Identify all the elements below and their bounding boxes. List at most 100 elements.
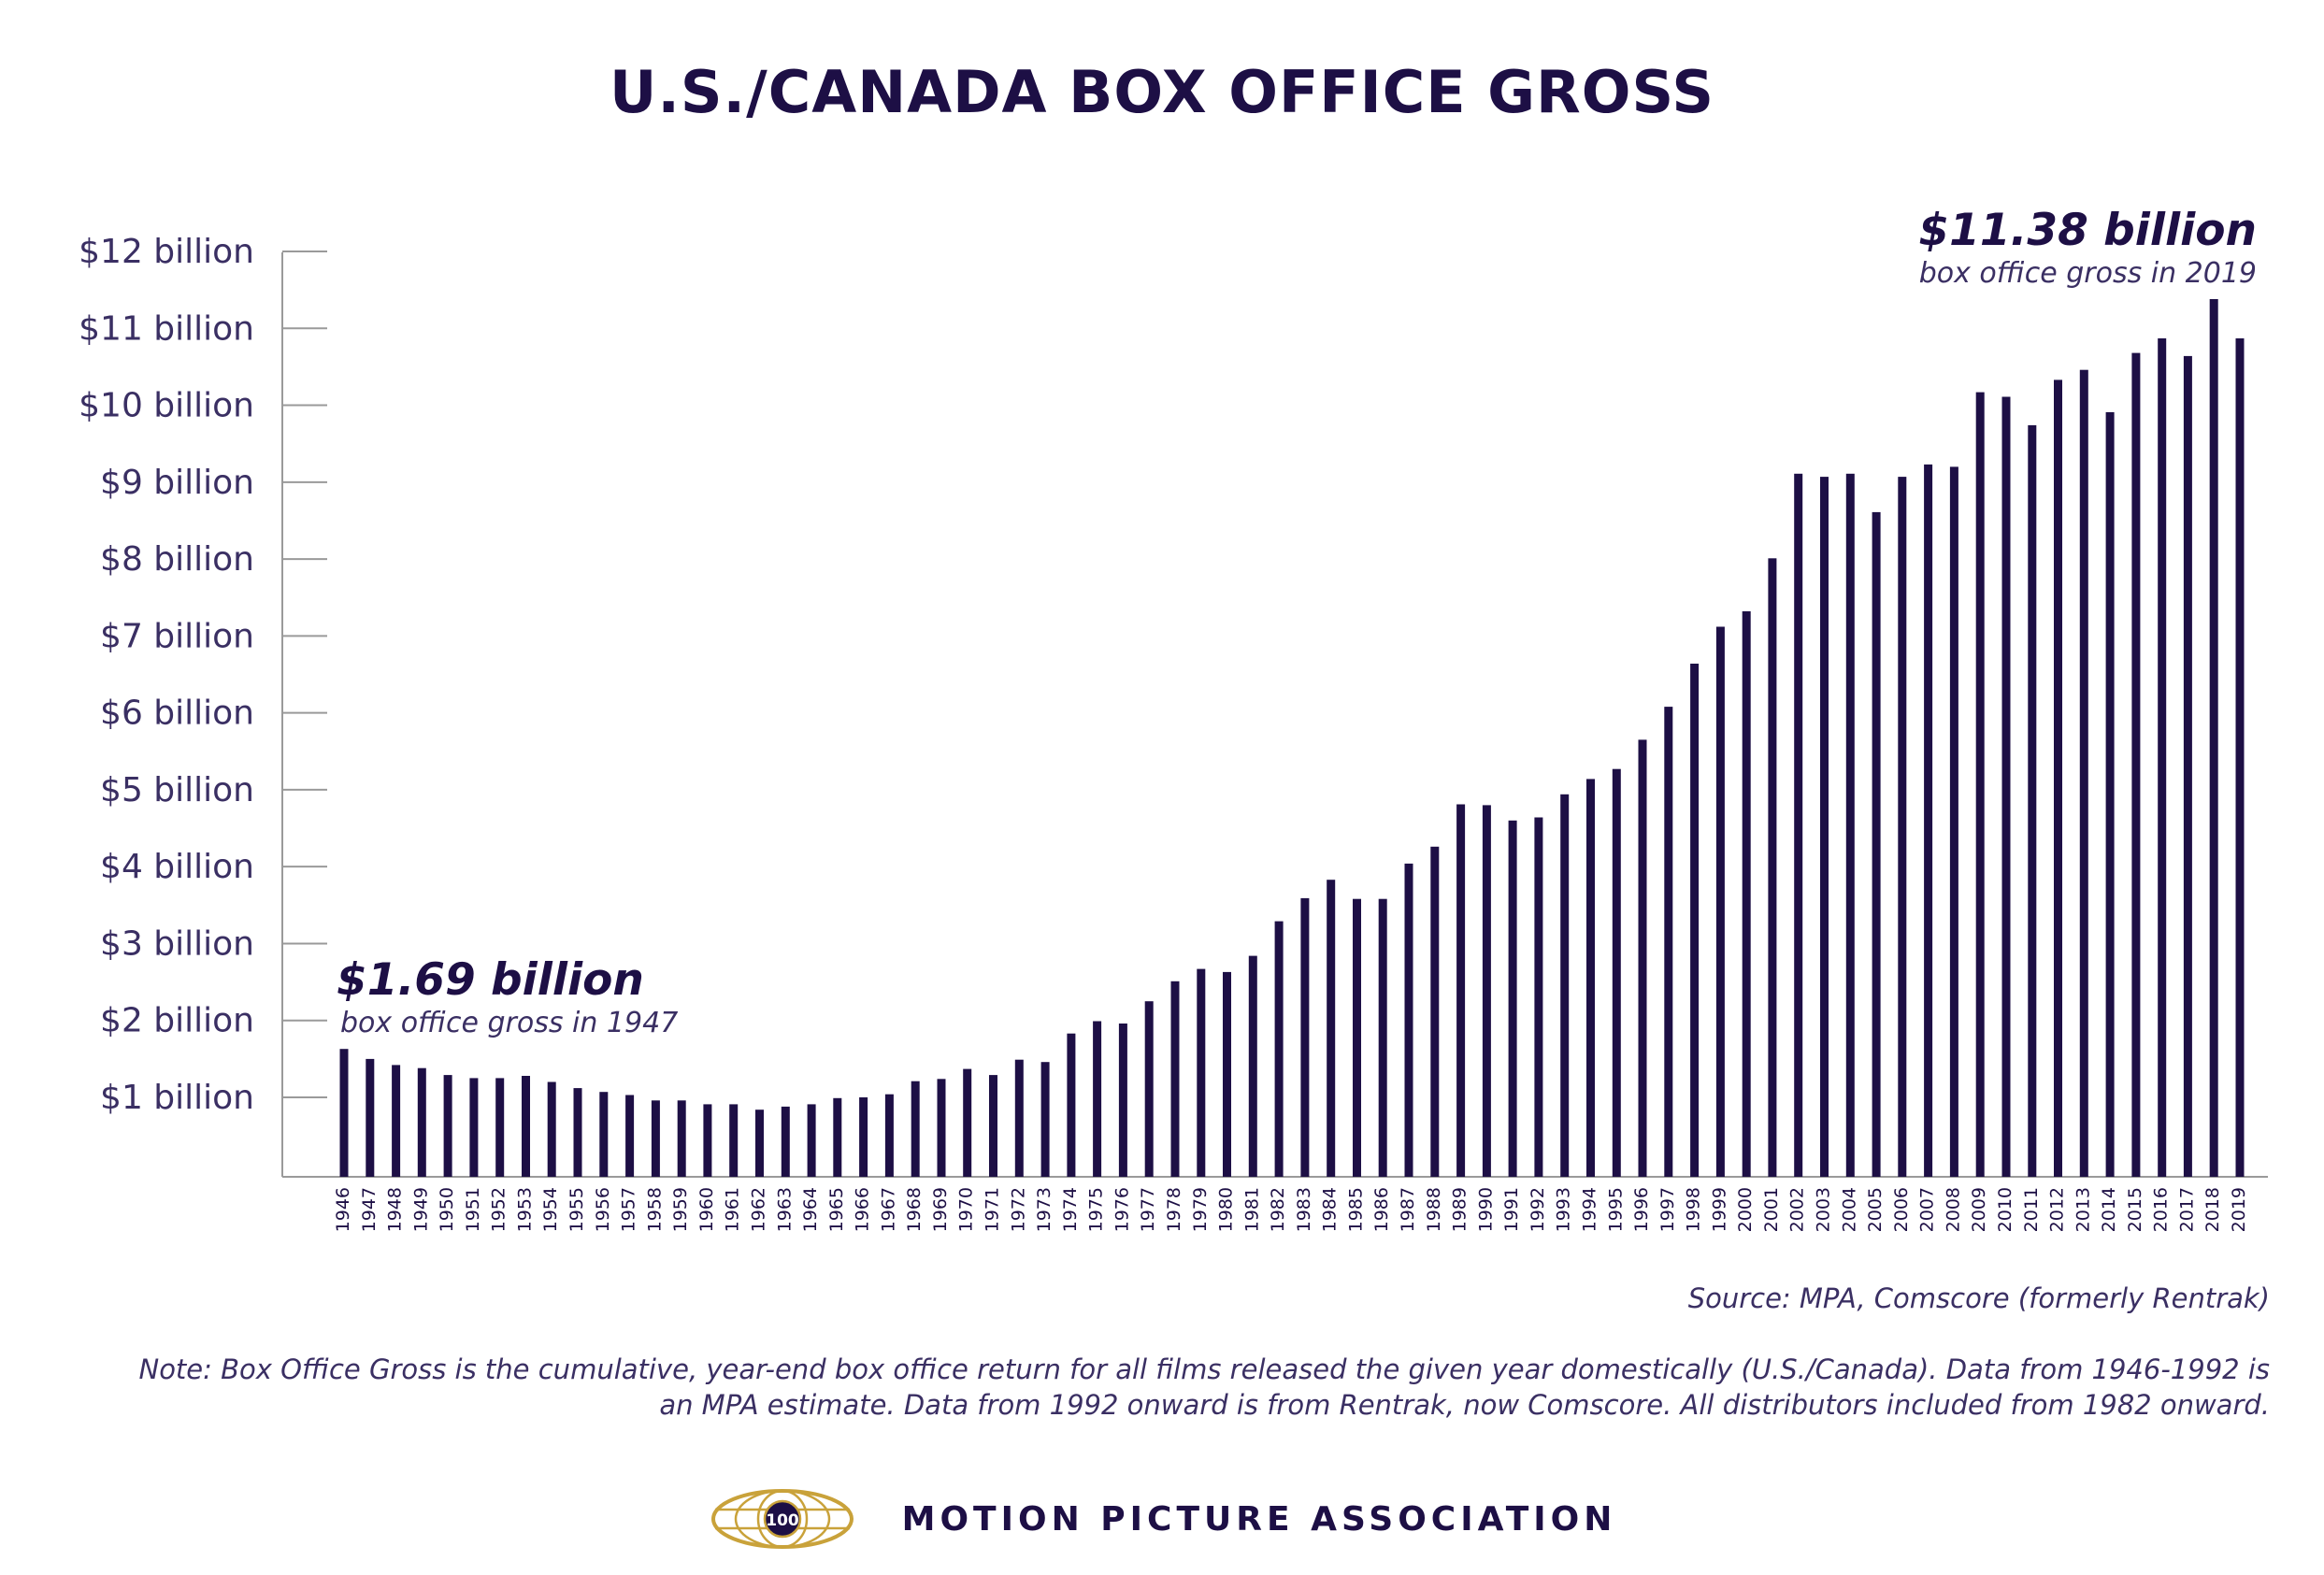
x-tick-label: 1961 <box>723 1187 743 1232</box>
bar-1999 <box>1715 626 1725 1177</box>
x-tick-label: 2008 <box>1943 1187 1963 1232</box>
x-tick-label: 1966 <box>853 1187 873 1232</box>
logo-text: 100 <box>766 1511 799 1530</box>
x-tick-label: 1995 <box>1605 1187 1626 1232</box>
y-tick-label: $11 billion <box>79 309 254 348</box>
bar-1954 <box>547 1081 556 1177</box>
bar-1972 <box>1014 1059 1024 1177</box>
x-tick-label: 1973 <box>1034 1187 1054 1232</box>
x-tick-label: 2018 <box>2202 1187 2223 1232</box>
bar-1978 <box>1170 981 1180 1177</box>
x-tick-label: 1998 <box>1684 1187 1704 1232</box>
bar-1991 <box>1508 820 1517 1177</box>
x-tick-label: 1963 <box>774 1187 795 1232</box>
x-tick-label: 1975 <box>1086 1187 1107 1232</box>
annotation-1947-value: $1.69 billion <box>337 954 644 1006</box>
annotation-1947-caption: box office gross in 1947 <box>340 1007 678 1039</box>
bar-1977 <box>1144 1001 1154 1177</box>
x-tick-label: 1955 <box>567 1187 587 1232</box>
annotation-2019-caption: box office gross in 2019 <box>1919 257 2257 290</box>
x-tick-label: 1980 <box>1216 1187 1237 1232</box>
bar-1955 <box>573 1088 582 1177</box>
x-tick-label: 2005 <box>1865 1187 1886 1232</box>
y-tick-label: $8 billion <box>100 540 254 579</box>
footnote: Note: Box Office Gross is the cumulative… <box>138 1353 2271 1421</box>
bar-2005 <box>1872 511 1881 1177</box>
bar-2011 <box>2028 424 2037 1177</box>
y-tick-label: $3 billion <box>100 924 254 963</box>
footer: 100 MOTION PICTURE ASSOCIATION <box>0 1486 2324 1552</box>
x-tick-label: 1972 <box>1008 1187 1028 1232</box>
bar-1989 <box>1456 804 1466 1177</box>
bar-2013 <box>2079 369 2088 1177</box>
bar-2015 <box>2131 352 2141 1178</box>
y-tick-label: $2 billion <box>100 1002 254 1040</box>
x-tick-label: 1993 <box>1554 1187 1574 1232</box>
bar-1952 <box>495 1078 505 1177</box>
x-tick-label: 1960 <box>696 1187 717 1232</box>
bar-1950 <box>443 1075 452 1177</box>
bars-group <box>339 299 2245 1178</box>
x-tick-label: 1987 <box>1398 1187 1418 1232</box>
x-tick-label: 1994 <box>1580 1187 1600 1232</box>
bar-1988 <box>1430 846 1440 1177</box>
bar-2017 <box>2183 355 2192 1177</box>
bar-1997 <box>1664 707 1673 1177</box>
x-tick-label: 1979 <box>1190 1187 1211 1232</box>
bar-1947 <box>366 1058 375 1177</box>
bar-1992 <box>1534 817 1543 1177</box>
x-tick-label: 2016 <box>2151 1187 2172 1232</box>
x-tick-label: 1986 <box>1371 1187 1392 1232</box>
x-tick-label: 1999 <box>1709 1187 1729 1232</box>
x-tick-label: 1976 <box>1112 1187 1132 1232</box>
bar-1976 <box>1118 1024 1127 1177</box>
bar-1951 <box>469 1078 479 1177</box>
y-tick-label: $12 billion <box>79 233 254 271</box>
x-tick-label: 2017 <box>2176 1187 2197 1232</box>
bar-1975 <box>1093 1021 1102 1177</box>
org-name: MOTION PICTURE ASSOCIATION <box>901 1499 1617 1539</box>
x-tick-label: 1958 <box>644 1187 665 1232</box>
bar-1983 <box>1300 897 1310 1177</box>
x-tick-label: 1996 <box>1631 1187 1652 1232</box>
x-tick-label: 1952 <box>489 1187 509 1232</box>
y-tick-label: $9 billion <box>100 464 254 502</box>
x-tick-label: 1962 <box>749 1187 769 1232</box>
x-tick-label: 2001 <box>1761 1187 1782 1232</box>
bar-2003 <box>1820 477 1829 1178</box>
bar-1958 <box>651 1100 660 1177</box>
bar-1994 <box>1586 779 1595 1177</box>
bar-1946 <box>339 1049 349 1177</box>
bar-1969 <box>937 1079 946 1177</box>
x-tick-label: 1988 <box>1424 1187 1444 1232</box>
bar-1984 <box>1327 880 1336 1177</box>
x-tick-label: 2015 <box>2125 1187 2145 1232</box>
x-tick-label: 1978 <box>1164 1187 1184 1232</box>
bar-1948 <box>392 1065 401 1177</box>
x-tick-label: 2009 <box>1969 1187 1989 1232</box>
x-tick-label: 1970 <box>956 1187 977 1232</box>
bar-1974 <box>1067 1033 1076 1177</box>
bar-2016 <box>2158 338 2167 1177</box>
bar-1996 <box>1638 739 1647 1177</box>
x-tick-label: 2003 <box>1814 1187 1834 1232</box>
x-tick-label: 1989 <box>1450 1187 1470 1232</box>
mpa-globe-logo-icon: 100 <box>710 1489 854 1549</box>
bar-2012 <box>2054 379 2062 1177</box>
x-tick-label: 1997 <box>1657 1187 1678 1232</box>
y-tick-label: $7 billion <box>100 617 254 655</box>
x-tick-label: 1950 <box>437 1187 457 1232</box>
bar-1965 <box>833 1097 842 1177</box>
x-tick-label: 1971 <box>983 1187 1003 1232</box>
annotation-1947: $1.69 billion box office gross in 1947 <box>337 954 678 1039</box>
y-tick-label: $5 billion <box>100 771 254 809</box>
x-tick-label: 2004 <box>1839 1187 1859 1232</box>
bar-1961 <box>729 1104 739 1177</box>
y-axis-ticks: $1 billion $2 billion $3 billion $4 billion… <box>79 233 327 1117</box>
x-tick-label: 1946 <box>333 1187 353 1232</box>
x-tick-label: 1992 <box>1528 1187 1548 1232</box>
bar-2007 <box>1924 464 1933 1177</box>
bar-1993 <box>1560 794 1570 1177</box>
bar-1995 <box>1612 768 1621 1177</box>
